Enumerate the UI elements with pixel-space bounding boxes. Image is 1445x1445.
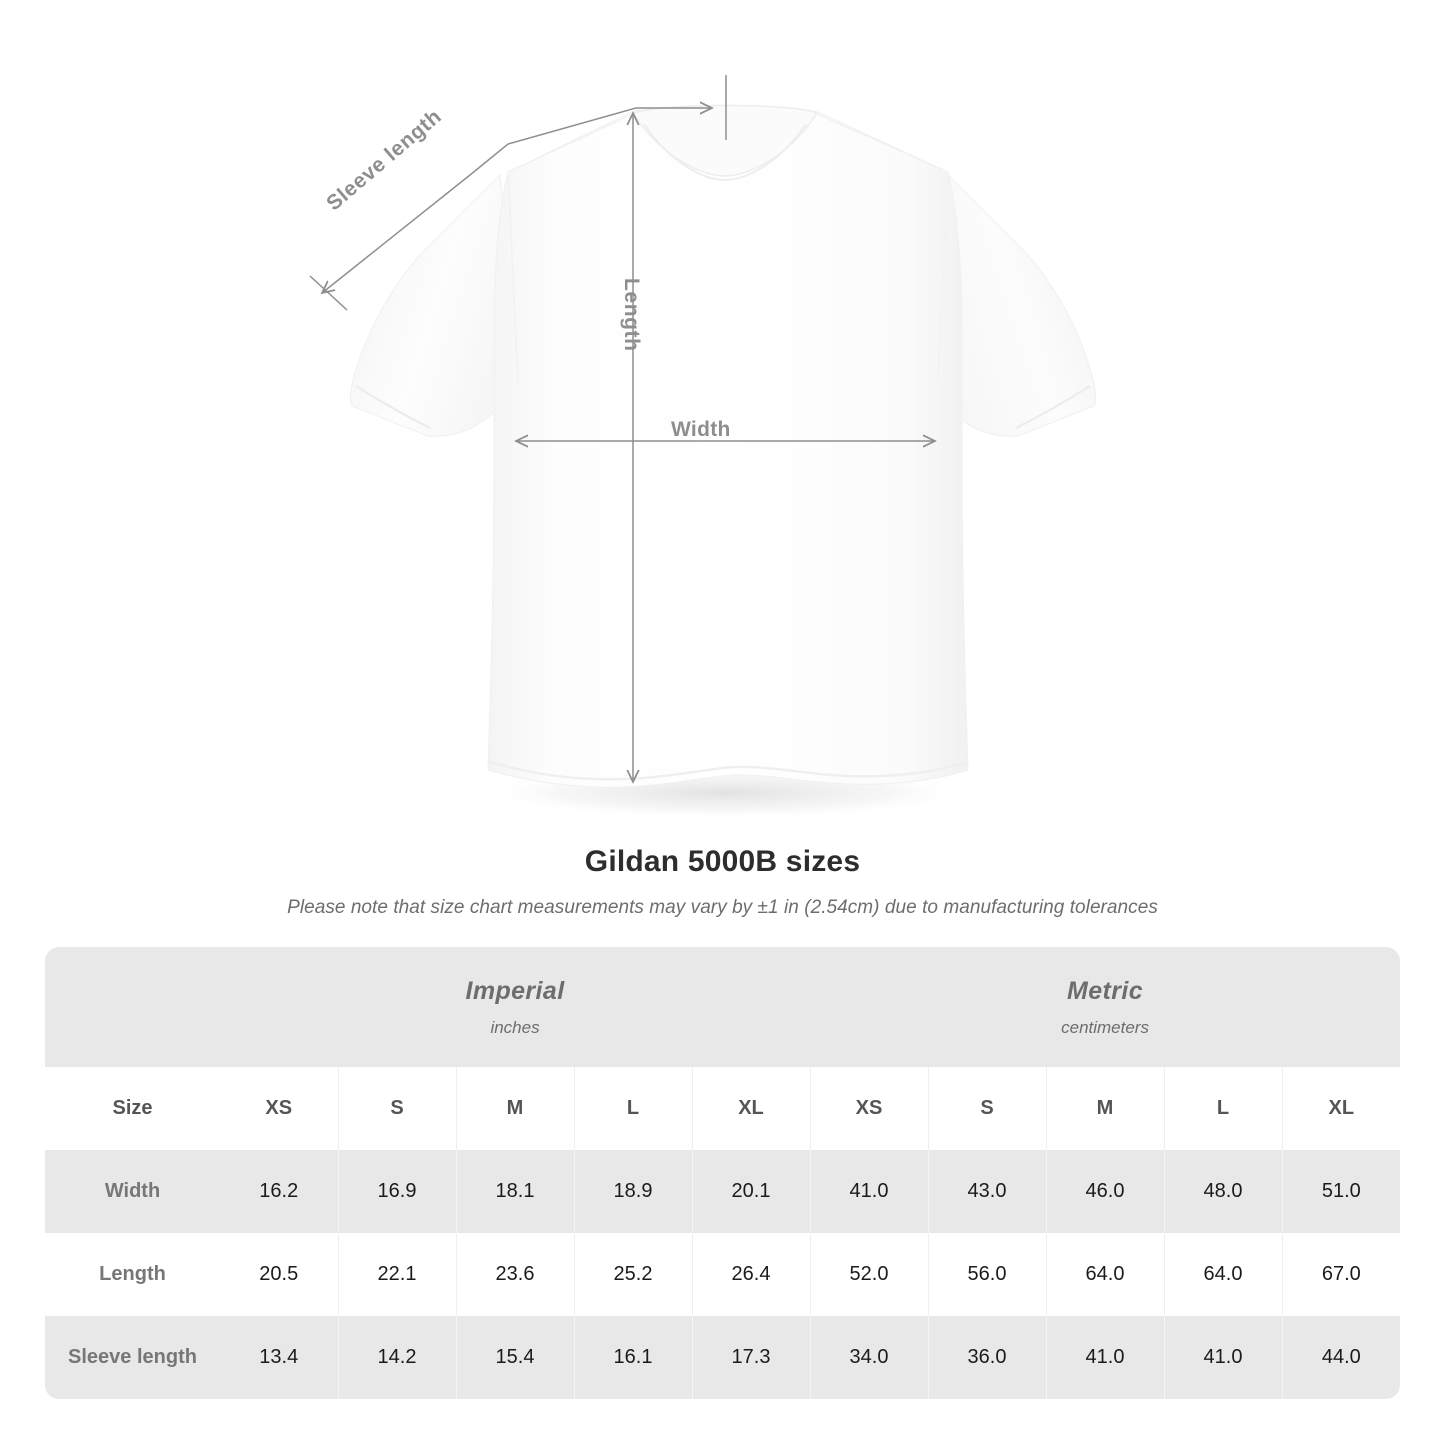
unit-sub-metric: centimeters (1061, 1017, 1149, 1037)
cell-sleeve-imperial-s: 14.2 (338, 1316, 457, 1399)
sleeve-start-tick (309, 275, 348, 311)
table-row: Sleeve length 13.4 14.2 15.4 16.1 17.3 3… (45, 1316, 1401, 1399)
unit-name-imperial: Imperial (465, 976, 565, 1005)
cell-width-metric-l: 48.0 (1164, 1150, 1283, 1233)
right-sleeve (925, 173, 1097, 437)
cell-length-imperial-xl: 26.4 (692, 1233, 811, 1316)
left-cuff-hem (355, 385, 431, 429)
size-col-metric-l: L (1164, 1067, 1283, 1150)
size-col-metric-xl: XL (1282, 1067, 1401, 1150)
title-block: Gildan 5000B sizes Please note that size… (0, 845, 1445, 919)
cell-width-imperial-xl: 20.1 (692, 1150, 811, 1233)
dimension-lines (309, 75, 935, 782)
table-row: Length 20.5 22.1 23.6 25.2 26.4 52.0 56.… (45, 1233, 1401, 1316)
size-chart-table: Imperial inches Metric centimeters Size … (45, 947, 1401, 1399)
tshirt-measurement-diagram: Sleeve length Length Width (309, 75, 1097, 819)
size-col-imperial-xl: XL (692, 1067, 811, 1150)
cell-width-imperial-s: 16.9 (338, 1150, 457, 1233)
cell-sleeve-metric-xs: 34.0 (810, 1316, 929, 1399)
size-col-imperial-s: S (338, 1067, 457, 1150)
cell-sleeve-metric-xl: 44.0 (1282, 1316, 1401, 1399)
cell-sleeve-imperial-l: 16.1 (574, 1316, 693, 1399)
row-label-length: Length (45, 1233, 220, 1316)
bottom-hem (488, 760, 968, 781)
cell-length-metric-xs: 52.0 (810, 1233, 929, 1316)
row-label-sleeve-length: Sleeve length (45, 1316, 220, 1399)
cell-length-metric-s: 56.0 (928, 1233, 1047, 1316)
cell-sleeve-imperial-xs: 13.4 (220, 1316, 339, 1399)
cell-length-metric-m: 64.0 (1046, 1233, 1165, 1316)
cell-length-imperial-s: 22.1 (338, 1233, 457, 1316)
cell-width-metric-xl: 51.0 (1282, 1150, 1401, 1233)
unit-system-header-row: Imperial inches Metric centimeters (45, 947, 1401, 1067)
size-chart-table-wrapper: Imperial inches Metric centimeters Size … (45, 947, 1401, 1399)
tolerance-note: Please note that size chart measurements… (287, 897, 1158, 918)
page-title: Gildan 5000B sizes (584, 845, 861, 878)
cell-width-imperial-m: 18.1 (456, 1150, 575, 1233)
cell-width-imperial-xs: 16.2 (220, 1150, 339, 1233)
width-label: Width (671, 418, 731, 441)
size-col-imperial-m: M (456, 1067, 575, 1150)
size-col-metric-s: S (928, 1067, 1047, 1150)
size-col-imperial-l: L (574, 1067, 693, 1150)
cell-width-imperial-l: 18.9 (574, 1150, 693, 1233)
garment-body (349, 104, 1097, 788)
cell-width-metric-s: 43.0 (928, 1150, 1047, 1233)
table-row: Width 16.2 16.9 18.1 18.9 20.1 41.0 43.0… (45, 1150, 1401, 1233)
row-label-width: Width (45, 1150, 220, 1233)
size-header-row: Size XS S M L XL XS S M L XL (45, 1067, 1401, 1150)
cell-sleeve-metric-s: 36.0 (928, 1316, 1047, 1399)
cell-width-metric-m: 46.0 (1046, 1150, 1165, 1233)
size-col-metric-m: M (1046, 1067, 1165, 1150)
cell-length-metric-l: 64.0 (1164, 1233, 1283, 1316)
unit-name-metric: Metric (1067, 976, 1144, 1005)
cell-length-metric-xl: 67.0 (1282, 1233, 1401, 1316)
size-col-imperial-xs: XS (220, 1067, 339, 1150)
right-armhole-seam (937, 173, 949, 383)
cell-sleeve-imperial-xl: 17.3 (692, 1316, 811, 1399)
length-label: Length (620, 278, 643, 352)
cell-width-metric-xs: 41.0 (810, 1150, 929, 1233)
unit-header-metric: Metric centimeters (810, 947, 1401, 1067)
cell-length-imperial-m: 23.6 (456, 1233, 575, 1316)
cell-length-imperial-xs: 20.5 (220, 1233, 339, 1316)
cell-length-imperial-l: 25.2 (574, 1233, 693, 1316)
unit-header-imperial: Imperial inches (220, 947, 811, 1067)
shirt-body (487, 104, 969, 788)
right-cuff-hem (1015, 385, 1091, 429)
unit-header-spacer (45, 947, 220, 1067)
cell-sleeve-metric-l: 41.0 (1164, 1316, 1283, 1399)
size-col-metric-xs: XS (810, 1067, 929, 1150)
cell-sleeve-metric-m: 41.0 (1046, 1316, 1165, 1399)
unit-sub-imperial: inches (490, 1017, 540, 1037)
cell-sleeve-imperial-m: 15.4 (456, 1316, 575, 1399)
sleeve-length-arrow (322, 108, 712, 293)
tshirt-illustration (309, 75, 1097, 819)
size-header-label: Size (45, 1067, 220, 1150)
right-shoulder-seam (816, 113, 949, 173)
